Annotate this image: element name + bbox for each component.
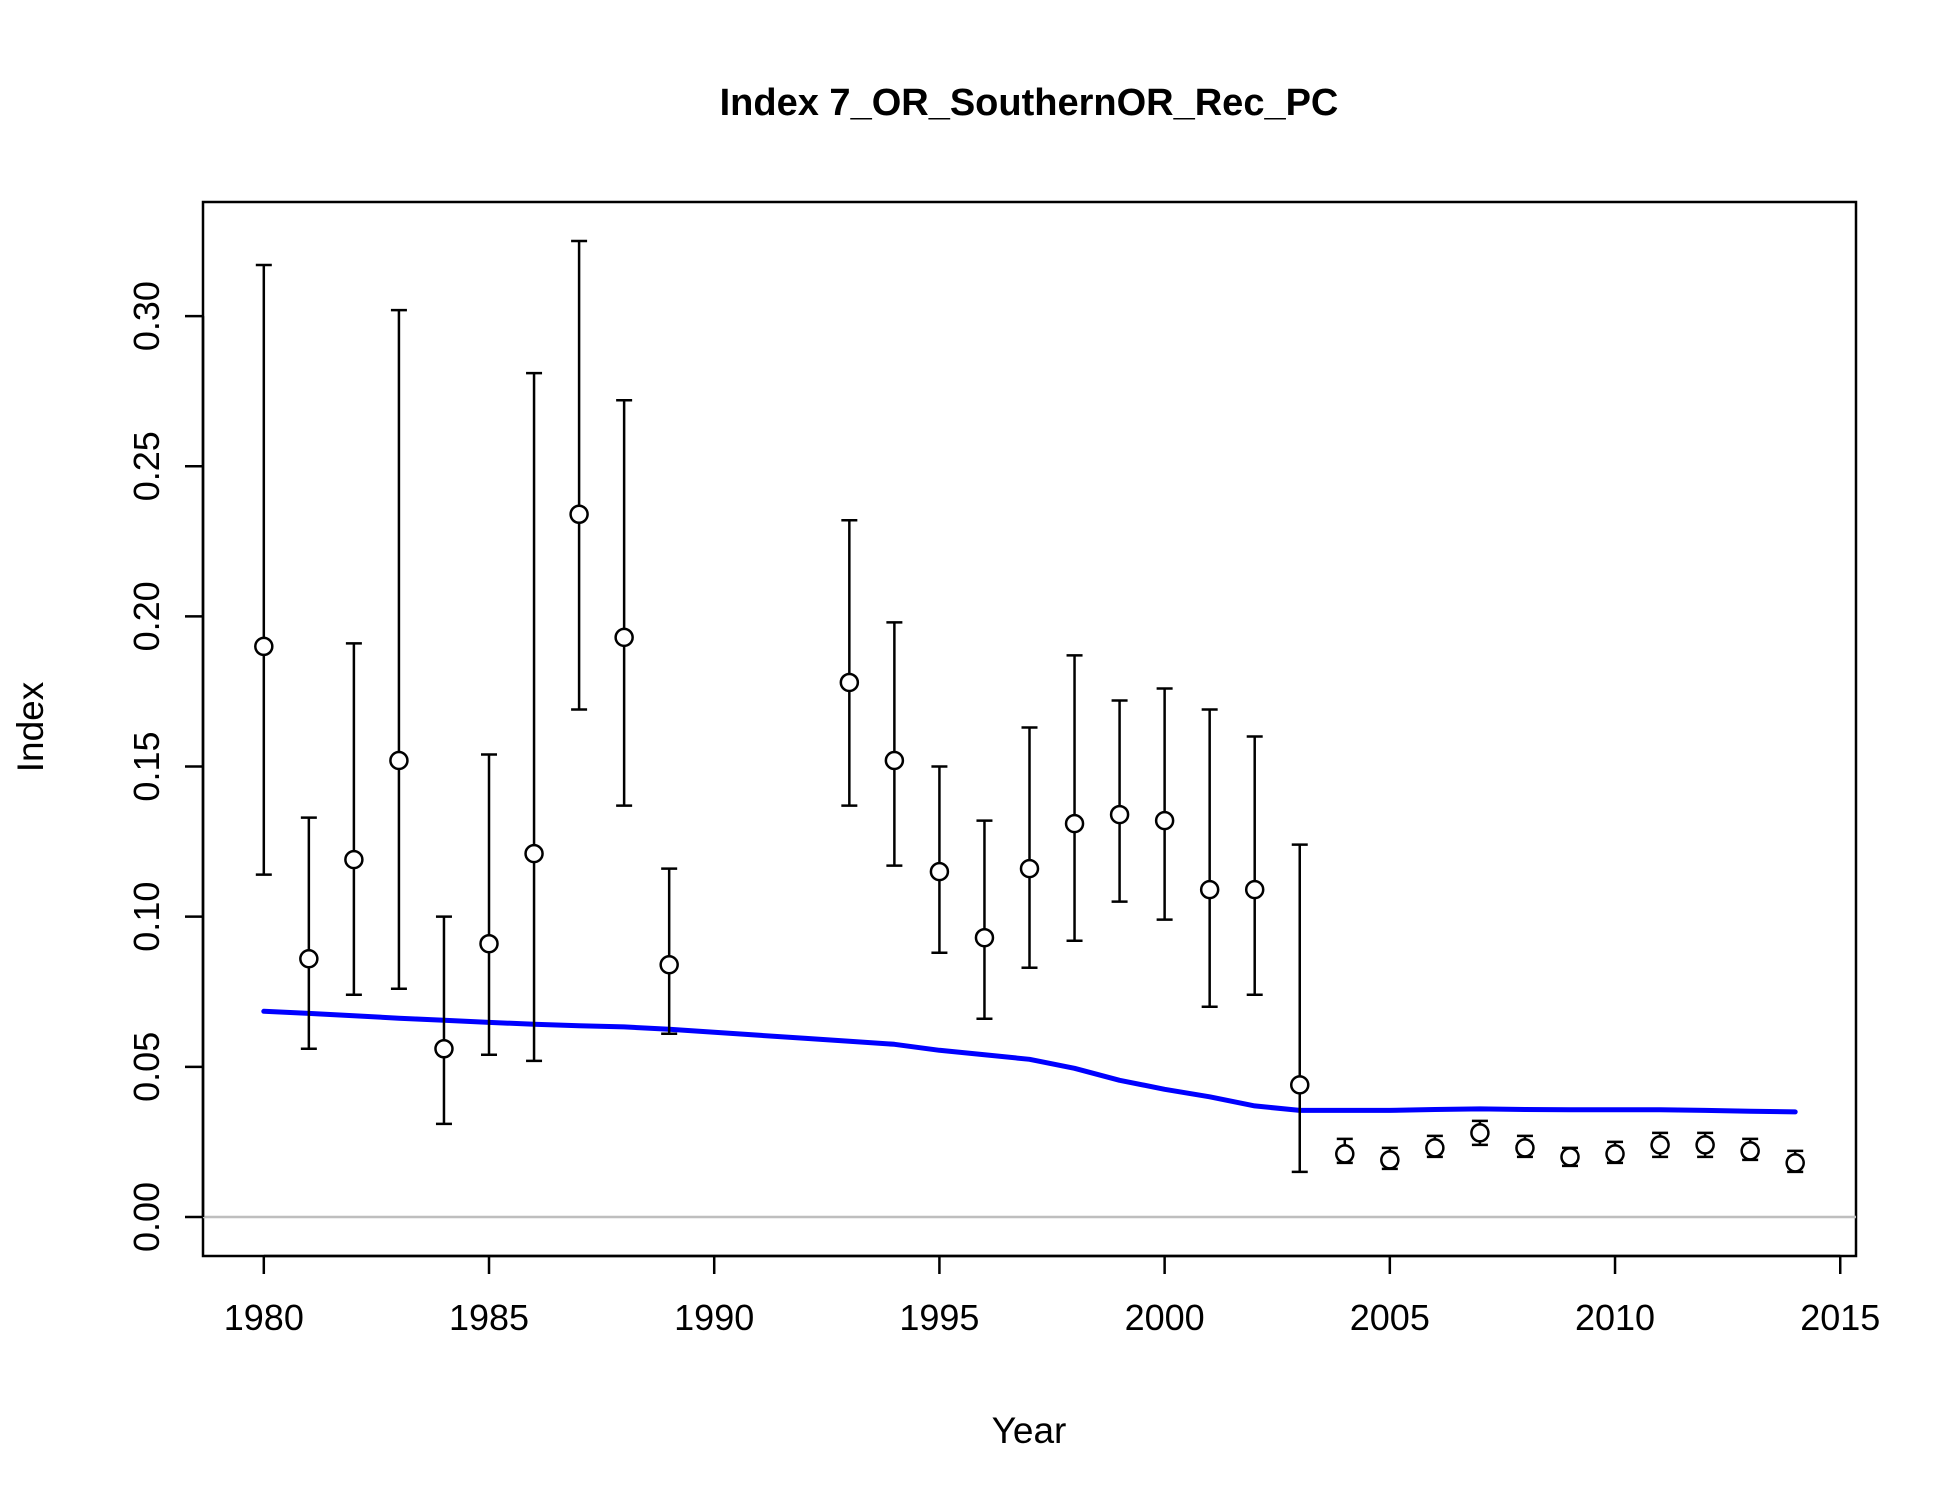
observation xyxy=(1695,1131,1715,1159)
observed-point xyxy=(1470,1123,1490,1143)
observed-point xyxy=(254,636,274,657)
observation xyxy=(1109,699,1130,903)
observed-point xyxy=(1019,858,1040,879)
x-tick-label: 2000 xyxy=(1125,1297,1205,1338)
observed-point xyxy=(1109,804,1130,825)
plot-area: 1980 1985 1990 1995 2000 2005 2010 2015 0.00 0.05… xyxy=(126,200,1880,1338)
observation xyxy=(1605,1140,1625,1165)
observed-point xyxy=(1515,1138,1535,1158)
observation xyxy=(1380,1146,1400,1171)
observed-point xyxy=(1650,1135,1670,1155)
x-tick-label: 2010 xyxy=(1575,1297,1655,1338)
observed-point xyxy=(1785,1153,1805,1173)
expected-index-line xyxy=(261,1008,1798,1115)
x-tick-label: 1995 xyxy=(899,1297,979,1338)
observation xyxy=(1740,1137,1760,1162)
y-axis-label: Index xyxy=(10,681,51,772)
observed-point xyxy=(614,627,634,648)
observation xyxy=(884,621,905,867)
observed-point xyxy=(1199,879,1220,900)
observation xyxy=(1064,654,1085,942)
observed-point xyxy=(1695,1135,1715,1155)
observed-point xyxy=(929,861,950,882)
observation xyxy=(1470,1119,1490,1147)
observed-point xyxy=(1154,810,1175,831)
observed-point xyxy=(1380,1150,1400,1170)
observation xyxy=(1199,708,1220,1009)
observation xyxy=(344,642,364,997)
observation xyxy=(1785,1149,1805,1174)
observation xyxy=(254,263,274,876)
y-tick-label: 0.05 xyxy=(126,1032,167,1102)
x-axis-label: Year xyxy=(992,1410,1067,1451)
observation xyxy=(1425,1134,1445,1159)
observation xyxy=(1154,687,1175,921)
observation xyxy=(1289,843,1310,1174)
y-tick-label: 0.25 xyxy=(126,431,167,501)
y-tick-label: 0.20 xyxy=(126,581,167,651)
observation xyxy=(929,765,950,954)
chart-title: Index 7_OR_SouthernOR_Rec_PC xyxy=(720,82,1339,124)
observation xyxy=(974,819,995,1021)
observation xyxy=(839,519,860,807)
observed-point xyxy=(1244,879,1265,900)
observed-point xyxy=(434,1039,454,1059)
observation xyxy=(1335,1137,1355,1165)
observed-point xyxy=(1560,1147,1580,1167)
x-tick-label: 2015 xyxy=(1800,1297,1880,1338)
observation xyxy=(299,816,319,1051)
observation xyxy=(1244,735,1265,997)
observed-point xyxy=(479,933,499,954)
observation xyxy=(614,398,634,807)
observed-point xyxy=(1289,1075,1310,1095)
observed-point xyxy=(659,954,679,975)
observation xyxy=(1650,1131,1670,1159)
observed-point xyxy=(1605,1144,1625,1164)
y-tick-label: 0.15 xyxy=(126,731,167,801)
observation xyxy=(1515,1134,1535,1159)
observation xyxy=(569,239,589,711)
observed-point xyxy=(389,750,409,771)
observation xyxy=(1019,726,1040,969)
observed-point xyxy=(299,948,319,969)
observed-point xyxy=(524,843,544,864)
observed-point xyxy=(1335,1144,1355,1164)
y-tick-label: 0.10 xyxy=(126,882,167,952)
observation xyxy=(1560,1146,1580,1168)
y-tick-label: 0.00 xyxy=(126,1182,167,1252)
observed-point xyxy=(344,849,364,870)
y-tick-label: 0.30 xyxy=(126,281,167,351)
x-tick-label: 2005 xyxy=(1350,1297,1430,1338)
observed-point xyxy=(839,672,860,693)
observed-point xyxy=(1740,1141,1760,1161)
observed-point xyxy=(884,750,905,771)
observed-point xyxy=(1064,813,1085,834)
observed-point xyxy=(569,504,589,525)
observation xyxy=(524,371,544,1063)
x-tick-label: 1990 xyxy=(674,1297,754,1338)
observed-point xyxy=(974,927,995,948)
observation xyxy=(434,915,454,1126)
observed-point xyxy=(1425,1138,1445,1158)
observation xyxy=(659,867,679,1036)
observation xyxy=(479,753,499,1057)
x-tick-label: 1980 xyxy=(224,1297,304,1338)
x-tick-label: 1985 xyxy=(449,1297,529,1338)
observation xyxy=(389,308,409,990)
